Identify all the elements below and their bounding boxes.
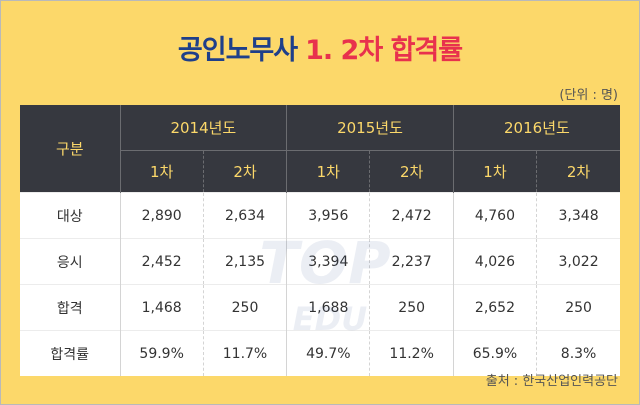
header-category: 구분 [20, 105, 120, 193]
table-cell: 250 [369, 284, 454, 331]
table-cell: 2,890 [119, 192, 204, 239]
source-note: 출처 : 한국산업인력공단 [485, 374, 618, 389]
header-year-2016: 2016년도 [452, 105, 620, 151]
table-cell: 8.3% [536, 330, 620, 376]
table-cell: 65.9% [452, 330, 537, 376]
table-row: 합격 1,468 250 1,688 250 2,652 250 [20, 284, 620, 331]
table-cell: 1,688 [286, 284, 370, 331]
table-cell: 59.9% [119, 330, 204, 376]
table-cell: 11.7% [202, 330, 287, 376]
header-sub: 2차 [202, 150, 287, 193]
header-year-2015: 2015년도 [286, 105, 454, 151]
header-sub: 2차 [536, 150, 620, 193]
row-label: 대상 [20, 192, 120, 239]
header-sub: 1차 [119, 150, 204, 193]
row-label: 합격 [20, 284, 120, 331]
table-row: 대상 2,890 2,634 3,956 2,472 4,760 3,348 [20, 192, 620, 239]
table-cell: 4,760 [452, 192, 537, 239]
table-cell: 11.2% [369, 330, 454, 376]
page-title: 공인노무사 1. 2차 합격률 [0, 28, 640, 67]
table-row: 합격률 59.9% 11.7% 49.7% 11.2% 65.9% 8.3% [20, 330, 620, 376]
row-label: 응시 [20, 238, 120, 285]
title-main: 공인노무사 [177, 35, 298, 66]
table-cell: 3,022 [536, 238, 620, 285]
table-cell: 2,135 [202, 238, 287, 285]
table-cell: 2,237 [369, 238, 454, 285]
table-cell: 2,452 [119, 238, 204, 285]
header-sub: 1차 [452, 150, 537, 193]
title-accent: 1. 2차 합격률 [305, 35, 463, 66]
table-cell: 2,472 [369, 192, 454, 239]
table-row: 응시 2,452 2,135 3,394 2,237 4,026 3,022 [20, 238, 620, 285]
header-year-2014: 2014년도 [119, 105, 287, 151]
table-cell: 4,026 [452, 238, 537, 285]
unit-note: (단위 : 명) [559, 88, 618, 103]
row-label: 합격률 [20, 330, 120, 376]
table-cell: 2,634 [202, 192, 287, 239]
table-cell: 3,348 [536, 192, 620, 239]
header-sub: 2차 [369, 150, 454, 193]
table-cell: 3,394 [286, 238, 370, 285]
table-cell: 3,956 [286, 192, 370, 239]
table-cell: 250 [536, 284, 620, 331]
table-cell: 250 [202, 284, 287, 331]
pass-rate-table: 구분 2014년도 2015년도 2016년도 1차 2차 1차 2차 1차 2… [20, 105, 620, 376]
table-cell: 49.7% [286, 330, 370, 376]
table-cell: 1,468 [119, 284, 204, 331]
header-sub: 1차 [286, 150, 370, 193]
table-cell: 2,652 [452, 284, 537, 331]
